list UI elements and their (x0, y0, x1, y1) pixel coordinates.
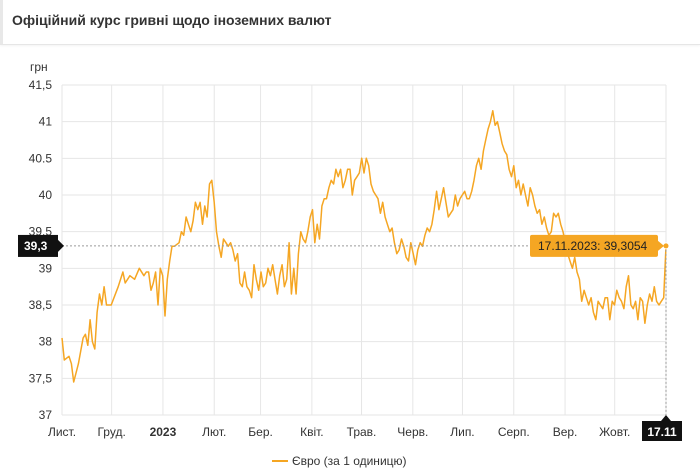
x-tick-label: Жовт. (599, 425, 630, 439)
x-tick-label: Квіт. (300, 425, 324, 439)
tooltip: 17.11.2023: 39,3054 (530, 234, 664, 257)
x-badge-text: 17.11 (647, 425, 677, 439)
x-tick-label: Трав. (347, 425, 377, 439)
chart-legend[interactable]: Євро (за 1 одиницю) (272, 454, 407, 468)
y-axis-unit: грн (30, 60, 48, 74)
y-value-badge: 39,3 (18, 234, 64, 257)
series-layer[interactable] (61, 109, 667, 383)
y-badge-text: 39,3 (24, 239, 48, 253)
chart-header: Офіційний курс гривні щодо іноземних вал… (0, 0, 700, 45)
x-tick-label: Груд. (97, 425, 125, 439)
y-tick-label: 41,5 (29, 78, 53, 92)
y-tick-label: 41 (39, 115, 53, 129)
x-tick-label: Лип. (450, 425, 474, 439)
y-badge-arrow (58, 239, 64, 252)
x-badge-bg (642, 421, 682, 441)
y-badge-bg (18, 234, 58, 257)
y-tick-label: 39 (39, 261, 53, 275)
header-accent-bar (0, 0, 3, 44)
x-badge-arrow (661, 415, 671, 421)
chart-title: Офіційний курс гривні щодо іноземних вал… (12, 12, 332, 28)
y-tick-label: 38 (39, 335, 53, 349)
y-tick-label: 40 (39, 188, 53, 202)
tooltip-arrow (658, 240, 664, 251)
legend-label[interactable]: Євро (за 1 одиницю) (292, 454, 407, 468)
y-tick-label: 37 (39, 408, 53, 422)
tooltip-text: 17.11.2023: 39,3054 (538, 239, 648, 253)
x-tick-label: Вер. (553, 425, 578, 439)
crosshair: 39,3 17.11.2023: 39,3054 17.11 (18, 234, 682, 441)
x-tick-label: Бер. (248, 425, 273, 439)
x-axis: Лист. Груд. 2023 Лют. Бер. Квіт. Трав. Черв. Лип… (48, 425, 680, 439)
y-tick-label: 40.5 (29, 151, 53, 165)
y-tick-label: 37,5 (29, 371, 53, 385)
y-tick-label: 38,5 (29, 298, 53, 312)
x-tick-label: Черв. (397, 425, 428, 439)
series-line-euro[interactable] (61, 109, 667, 383)
x-tick-label: Лист. (48, 425, 76, 439)
x-tick-label: 2023 (150, 425, 177, 439)
tooltip-bg (530, 234, 658, 257)
x-tick-label: Серп. (498, 425, 530, 439)
x-value-badge: 17.11 (642, 415, 682, 441)
x-tick-label: Лют. (202, 425, 226, 439)
